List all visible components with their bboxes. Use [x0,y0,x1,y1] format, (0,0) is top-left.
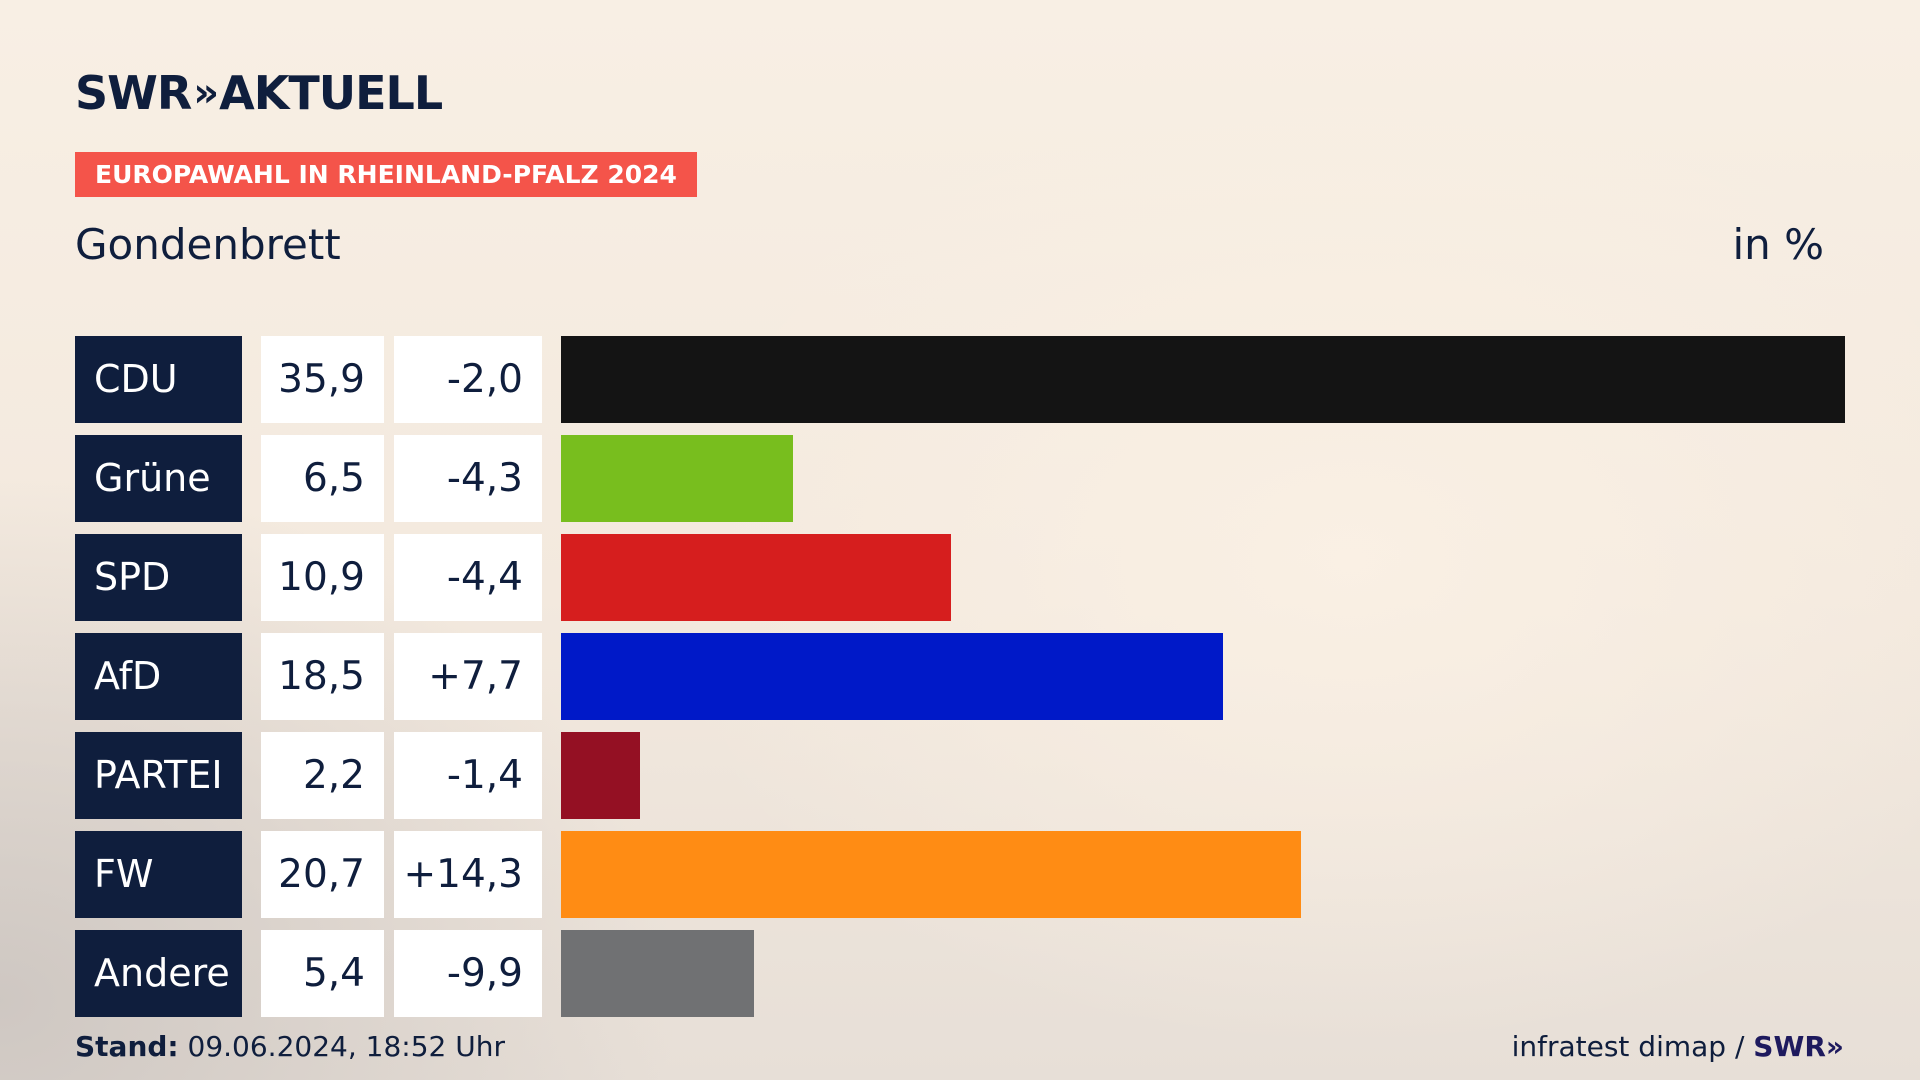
party-label: CDU [75,336,242,423]
result-bar [561,534,951,621]
share-value: 10,9 [261,534,384,621]
result-row: SPD 10,9 -4,4 [75,534,1846,621]
share-value: 2,2 [261,732,384,819]
share-value: 35,9 [261,336,384,423]
logo-swr-text: SWR [75,66,192,120]
diff-value: -4,4 [394,534,542,621]
diff-value: +14,3 [394,831,542,918]
result-row: Andere 5,4 -9,9 [75,930,1846,1017]
region-title: Gondenbrett [75,220,341,269]
unit-label: in % [1732,220,1824,269]
diff-value: +7,7 [394,633,542,720]
share-value: 5,4 [261,930,384,1017]
result-row: PARTEI 2,2 -1,4 [75,732,1846,819]
result-row: FW 20,7 +14,3 [75,831,1846,918]
share-value: 6,5 [261,435,384,522]
result-row: AfD 18,5 +7,7 [75,633,1846,720]
timestamp: Stand: 09.06.2024, 18:52 Uhr [75,1030,505,1063]
diff-value: -1,4 [394,732,542,819]
stand-value: 09.06.2024, 18:52 Uhr [178,1030,505,1063]
result-bar [561,831,1301,918]
diff-value: -4,3 [394,435,542,522]
result-row: Grüne 6,5 -4,3 [75,435,1846,522]
share-value: 20,7 [261,831,384,918]
result-bar [561,435,793,522]
source-credit: infratest dimap / SWR» [1512,1030,1844,1063]
result-row: CDU 35,9 -2,0 [75,336,1846,423]
result-bar [561,336,1845,423]
result-bar [561,732,640,819]
source-text: infratest dimap / [1511,1030,1754,1063]
swr-small-logo: SWR» [1753,1030,1844,1063]
party-label: PARTEI [75,732,242,819]
result-bar [561,930,754,1017]
party-label: FW [75,831,242,918]
stand-label: Stand: [75,1030,179,1063]
result-bar [561,633,1223,720]
share-value: 18,5 [261,633,384,720]
party-label: SPD [75,534,242,621]
logo-aktuell-text: AKTUELL [219,66,443,120]
diff-value: -9,9 [394,930,542,1017]
party-label: Grüne [75,435,242,522]
chevron-right-icon: » [193,70,219,116]
swr-aktuell-logo: SWR » AKTUELL [75,66,443,120]
election-banner: EUROPAWAHL IN RHEINLAND-PFALZ 2024 [75,152,697,197]
party-label: Andere [75,930,242,1017]
diff-value: -2,0 [394,336,542,423]
party-label: AfD [75,633,242,720]
